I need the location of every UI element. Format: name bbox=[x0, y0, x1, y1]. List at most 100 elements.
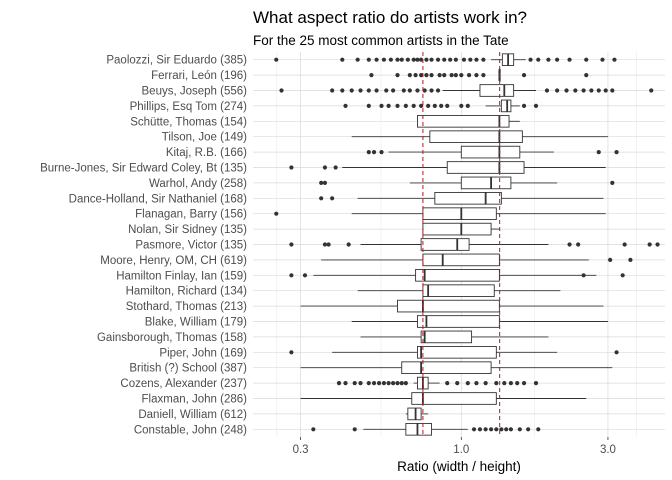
box-iqr bbox=[397, 299, 500, 313]
outlier-point bbox=[366, 381, 371, 386]
outlier-point bbox=[366, 57, 371, 62]
box-iqr bbox=[411, 392, 497, 405]
x-tick-label: 1.0 bbox=[453, 444, 469, 456]
outlier-point bbox=[445, 103, 450, 108]
category-label: Phillips, Esq Tom (274) bbox=[130, 101, 248, 113]
box-5 bbox=[351, 130, 608, 144]
box-iqr bbox=[422, 284, 495, 298]
box-22 bbox=[300, 392, 587, 405]
outlier-point bbox=[474, 381, 479, 386]
category-label: Moore, Henry, OM, CH (619) bbox=[100, 255, 247, 267]
outlier-point bbox=[381, 57, 387, 62]
box-iqr bbox=[422, 222, 492, 236]
category-label: Pasmore, Victor (135) bbox=[135, 240, 247, 252]
outlier-point bbox=[346, 242, 351, 247]
outlier-point bbox=[581, 88, 586, 93]
outlier-point bbox=[628, 257, 633, 262]
outlier-point bbox=[608, 257, 613, 262]
outlier-point bbox=[343, 381, 348, 386]
outlier-point bbox=[584, 73, 589, 78]
chart-title: What aspect ratio do artists work in? bbox=[253, 8, 527, 27]
box-iqr bbox=[479, 84, 515, 97]
outlier-point bbox=[349, 88, 354, 93]
outlier-point bbox=[536, 57, 541, 62]
outlier-point bbox=[647, 242, 652, 247]
outlier-point bbox=[610, 180, 615, 185]
outlier-point bbox=[319, 180, 324, 185]
outlier-point bbox=[461, 57, 467, 62]
box-iqr bbox=[422, 207, 497, 221]
outlier-point bbox=[311, 427, 316, 432]
outlier-point bbox=[395, 73, 400, 78]
outlier-point bbox=[374, 57, 379, 62]
category-label: Kitaj, R.B. (166) bbox=[166, 147, 247, 159]
outlier-point bbox=[366, 103, 371, 108]
outlier-point bbox=[612, 57, 617, 62]
category-label: Dance-Holland, Sir Nathaniel (168) bbox=[69, 193, 248, 205]
category-label: Warhol, Andy (258) bbox=[149, 178, 247, 190]
outlier-point bbox=[477, 427, 483, 432]
category-label: Schütte, Thomas (154) bbox=[130, 116, 247, 128]
outlier-point bbox=[289, 242, 294, 247]
outlier-point bbox=[466, 73, 472, 78]
category-label: Blake, William (179) bbox=[145, 317, 247, 329]
outlier-point bbox=[340, 88, 345, 93]
outlier-point bbox=[435, 88, 441, 93]
outlier-point bbox=[395, 103, 400, 108]
x-tick-label: 3.0 bbox=[600, 444, 616, 456]
outlier-point bbox=[533, 103, 539, 108]
outlier-point bbox=[474, 57, 479, 62]
outlier-point bbox=[455, 381, 460, 386]
x-axis-tick-labels: 0.3 1.0 3.0 bbox=[293, 437, 616, 456]
outlier-point bbox=[432, 103, 437, 108]
outlier-point bbox=[403, 103, 408, 108]
outlier-point bbox=[544, 88, 550, 93]
box-iqr bbox=[417, 345, 497, 359]
box-17 bbox=[351, 315, 608, 328]
outlier-point bbox=[488, 427, 494, 432]
outlier-point bbox=[322, 242, 328, 247]
outlier-point bbox=[274, 57, 279, 62]
outlier-point bbox=[614, 350, 619, 355]
outlier-point bbox=[521, 381, 527, 386]
outlier-point bbox=[603, 88, 608, 93]
outlier-point bbox=[424, 57, 429, 62]
box-6 bbox=[366, 145, 619, 159]
outlier-point bbox=[521, 103, 527, 108]
box-iqr bbox=[401, 361, 492, 375]
outlier-point bbox=[422, 88, 427, 93]
outlier-point bbox=[379, 150, 384, 155]
category-axis-labels: Paolozzi, Sir Eduardo (385) Ferrari, León… bbox=[40, 55, 247, 437]
box-iqr bbox=[460, 145, 521, 159]
outlier-point bbox=[567, 57, 572, 62]
outlier-point bbox=[481, 57, 486, 62]
outlier-point bbox=[555, 57, 560, 62]
box-2 bbox=[279, 84, 654, 97]
category-label: Nolan, Sir Sidney (135) bbox=[128, 224, 247, 236]
outlier-point bbox=[401, 88, 406, 93]
outlier-point bbox=[536, 427, 541, 432]
box-20 bbox=[300, 361, 613, 375]
outlier-point bbox=[449, 73, 454, 78]
outlier-point bbox=[366, 88, 371, 93]
category-label: Flanagan, Barry (156) bbox=[135, 209, 247, 221]
box-0 bbox=[274, 53, 617, 67]
box-8 bbox=[319, 176, 615, 190]
box-iqr bbox=[417, 114, 510, 128]
category-label: Ferrari, León (196) bbox=[151, 70, 247, 82]
outlier-point bbox=[471, 427, 477, 432]
outlier-point bbox=[515, 381, 520, 386]
box-iqr bbox=[420, 238, 470, 251]
outlier-point bbox=[576, 242, 581, 247]
outlier-point bbox=[405, 57, 410, 62]
category-label: Gainsborough, Thomas (158) bbox=[97, 332, 247, 344]
outlier-point bbox=[355, 57, 360, 62]
box-iqr bbox=[415, 268, 500, 282]
outlier-point bbox=[429, 57, 434, 62]
box-iqr bbox=[407, 407, 422, 421]
outlier-point bbox=[596, 150, 601, 155]
category-label: Constable, John (248) bbox=[134, 424, 247, 436]
outlier-point bbox=[610, 88, 615, 93]
outlier-point bbox=[526, 427, 531, 432]
